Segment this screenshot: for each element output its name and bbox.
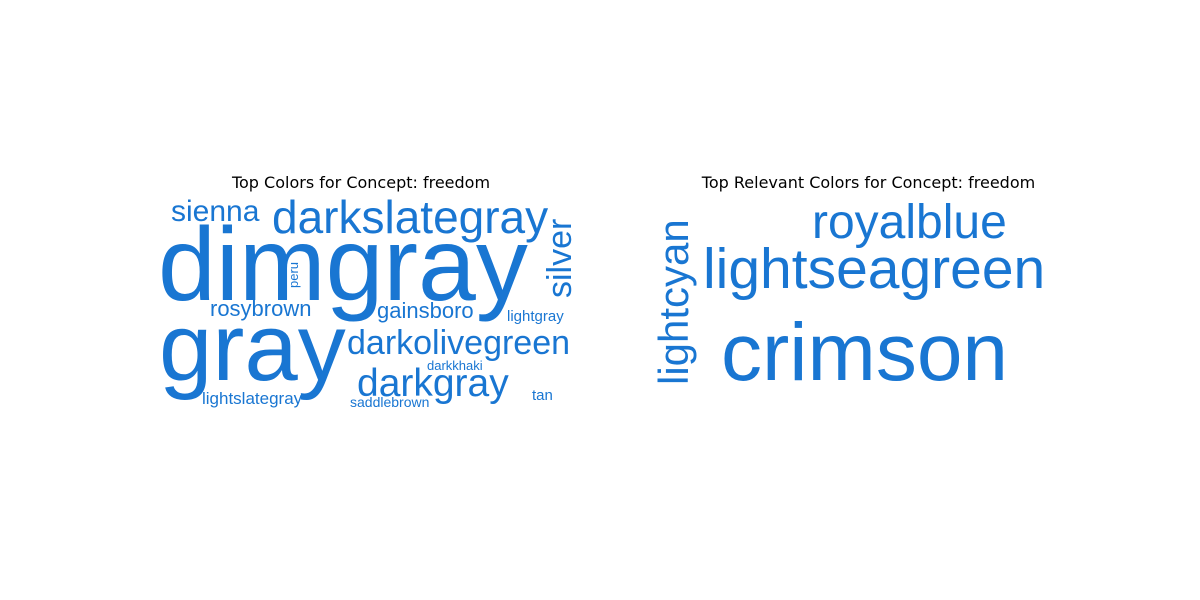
left-chart-title: Top Colors for Concept: freedom — [231, 173, 491, 192]
word-saddlebrown: saddlebrown — [350, 394, 429, 410]
word-peru: peru — [286, 262, 301, 288]
word-darkolivegreen: darkolivegreen — [347, 324, 570, 362]
word-silver: silver — [541, 219, 579, 298]
word-crimson: crimson — [721, 307, 1008, 398]
word-gainsboro: gainsboro — [377, 298, 474, 323]
word-royalblue: royalblue — [812, 196, 1007, 249]
word-darkkhaki: darkkhaki — [427, 358, 483, 373]
word-dimgray: dimgray — [158, 207, 528, 323]
word-darkgray: darkgray — [357, 362, 509, 405]
word-lightgray: lightgray — [507, 308, 564, 325]
right-wordcloud-panel: Top Relevant Colors for Concept: freedom… — [600, 0, 1200, 600]
word-lightslategray: lightslategray — [202, 389, 303, 408]
word-lightseagreen: lightseagreen — [703, 237, 1045, 301]
word-gray: gray — [159, 294, 346, 401]
right-chart-title: Top Relevant Colors for Concept: freedom — [701, 173, 1036, 192]
word-rosybrown: rosybrown — [210, 296, 311, 321]
word-darkslategray: darkslategray — [272, 191, 548, 243]
left-wordcloud-panel: Top Colors for Concept: freedom dimgray g… — [158, 174, 579, 411]
word-tan: tan — [532, 387, 553, 404]
word-sienna: sienna — [171, 195, 260, 228]
word-lightcyan: lightcyan — [650, 219, 697, 385]
